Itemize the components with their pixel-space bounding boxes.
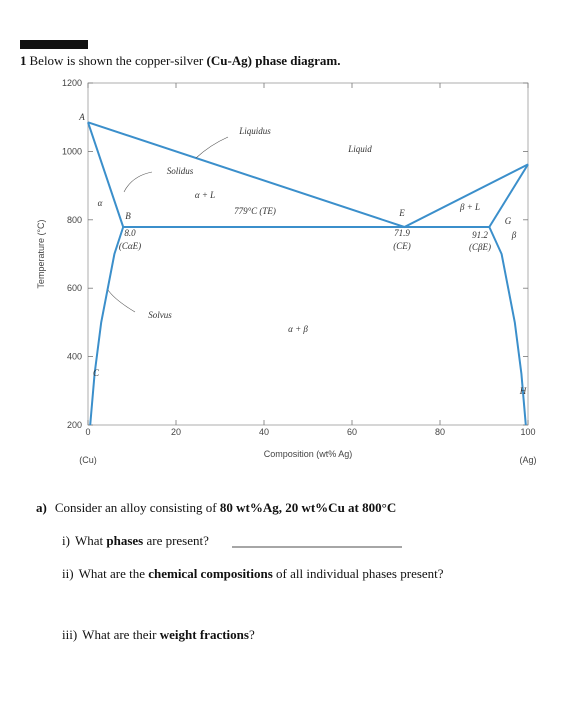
annotation: 779°C (TE) — [234, 206, 276, 216]
annotation: β — [511, 230, 517, 240]
part-bold: 80 wt%Ag, 20 wt%Cu at 800°C — [220, 500, 396, 515]
leader-liquidus — [195, 136, 229, 159]
y-tick-label: 1000 — [62, 146, 82, 156]
question-text: What are their — [82, 627, 160, 642]
x-tick-label: 20 — [171, 427, 181, 437]
y-tick-label: 400 — [67, 352, 82, 362]
annotation: B — [125, 211, 131, 221]
annotation: (CαE) — [119, 241, 141, 251]
problem-intro: 1 Below is shown the copper-silver (Cu-Ag… — [20, 53, 341, 68]
annotation: E — [398, 208, 405, 218]
question: ii) What are the chemical compositions of… — [62, 566, 444, 581]
annotation: Liquid — [347, 144, 372, 154]
x-axis-label: Composition (wt% Ag) — [264, 449, 353, 459]
plot-frame — [87, 82, 529, 426]
annotation: Solvus — [148, 310, 172, 320]
y-tick-label: 800 — [67, 215, 82, 225]
redaction — [20, 40, 88, 49]
x-tick-label: 60 — [347, 427, 357, 437]
phase-boundary — [87, 121, 125, 228]
y-tick-label: 200 — [67, 420, 82, 430]
annotation: H — [519, 386, 527, 396]
x-tick-label: 40 — [259, 427, 269, 437]
leader-solvus — [107, 289, 136, 313]
question-label: ii) — [62, 566, 74, 581]
annotation: Liquidus — [238, 126, 271, 136]
annotation: (CβE) — [469, 242, 491, 252]
x-tick-label: 100 — [520, 427, 535, 437]
question-label: i) — [62, 533, 70, 548]
annotation: α + L — [195, 190, 215, 200]
question-bold: phases — [106, 533, 143, 548]
leader-solidus — [123, 171, 153, 193]
y-axis-label: Temperature (°C) — [36, 219, 46, 288]
part-text: Consider an alloy consisting of — [55, 500, 220, 515]
annotation: (CE) — [393, 241, 411, 251]
part-label: a) — [36, 500, 47, 515]
plot: 200 400 600 800 1000 1200 0 20 40 60 80 100 Temperat… — [36, 78, 537, 465]
annotation: 91.2 — [472, 230, 488, 240]
phase-boundary — [89, 226, 125, 426]
phase-boundary — [488, 226, 527, 426]
y-tick-label: 1200 — [62, 78, 82, 88]
part-a: a) Consider an alloy consisting of 80 wt%… — [36, 500, 396, 515]
question-text: What are the — [79, 566, 149, 581]
question-text: are present? — [143, 533, 209, 548]
annotation: G — [505, 216, 512, 226]
phase-boundary — [488, 163, 529, 228]
question-text: of all individual phases present? — [273, 566, 444, 581]
question-bold: chemical compositions — [148, 566, 273, 581]
question: iii) What are their weight fractions? — [62, 627, 255, 642]
question: i) What phases are present? — [62, 533, 209, 548]
x-end-label: (Ag) — [519, 455, 536, 465]
annotation: β + L — [459, 202, 480, 212]
x-end-label: (Cu) — [79, 455, 97, 465]
x-tick-label: 0 — [85, 427, 90, 437]
annotation: Solidus — [167, 166, 194, 176]
question-text: What — [75, 533, 106, 548]
y-tick-label: 600 — [67, 283, 82, 293]
annotation: C — [93, 368, 100, 378]
annotation: α + β — [288, 324, 308, 334]
problem-number: 1 — [20, 53, 27, 68]
x-tick-label: 80 — [435, 427, 445, 437]
question-label: iii) — [62, 627, 77, 642]
annotation: 71.9 — [394, 228, 410, 238]
annotation: 8.0 — [124, 228, 136, 238]
intro-bold: (Cu-Ag) phase diagram. — [207, 53, 341, 68]
intro-text: Below is shown the copper-silver — [30, 53, 207, 68]
question-bold: weight fractions — [160, 627, 249, 642]
question-text: ? — [249, 627, 255, 642]
annotation: α — [98, 198, 103, 208]
annotation: A — [78, 112, 85, 122]
